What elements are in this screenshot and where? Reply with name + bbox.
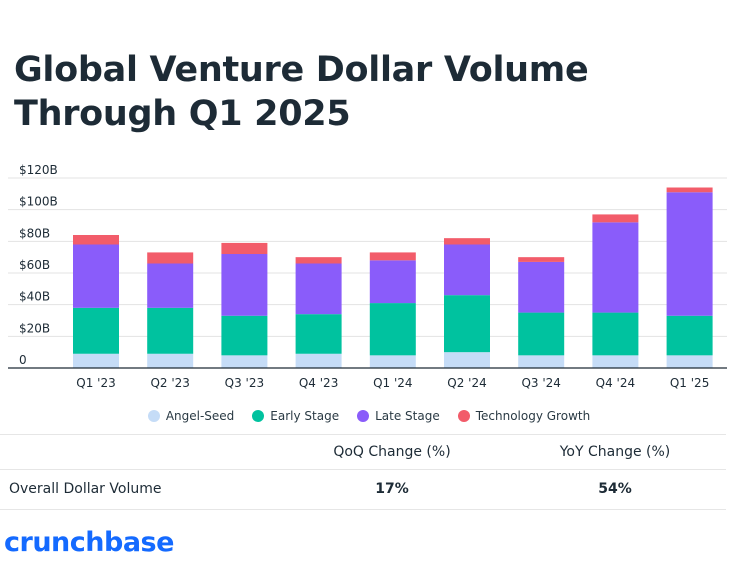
bar-early-stage [147, 307, 194, 354]
bar-early-stage [592, 312, 639, 356]
chart-title: Global Venture Dollar Volume Through Q1 … [14, 50, 589, 134]
bar-technology-growth [444, 238, 490, 245]
legend-label: Technology Growth [475, 409, 591, 423]
stacked-bar-chart: 0 $20B $40B $60B $80B $100B $120B Q1 '23 Q2 '23 Q… [8, 163, 727, 390]
x-tick-label: Q3 '23 [225, 376, 264, 390]
bar-late-stage [295, 263, 342, 315]
legend-item: Late Stage [357, 409, 440, 423]
bar-late-stage [73, 244, 119, 308]
row-label: Overall Dollar Volume [9, 481, 162, 497]
table-row: Overall Dollar Volume 17% 54% [0, 469, 726, 510]
y-tick-label: $20B [19, 321, 50, 335]
bar-early-stage [518, 312, 565, 356]
yoy-value: 54% [598, 481, 632, 497]
bar-technology-growth [73, 235, 119, 245]
bar-late-stage [592, 222, 639, 313]
bar-late-stage [518, 261, 565, 313]
bar-early-stage [221, 315, 268, 356]
x-tick-label: Q3 '24 [521, 376, 560, 390]
legend-swatch [252, 410, 265, 422]
y-tick-label: $40B [19, 290, 50, 304]
bar-technology-growth [147, 252, 194, 264]
bar-technology-growth [295, 257, 342, 264]
x-tick-label: Q2 '24 [447, 376, 486, 390]
bar-late-stage [666, 192, 713, 316]
y-tick-label: $60B [19, 258, 50, 272]
bar-angel-seed [73, 353, 119, 368]
bar-technology-growth [369, 252, 416, 261]
x-tick-label: Q1 '24 [373, 376, 412, 390]
bar-technology-growth [666, 187, 713, 193]
legend-item: Angel-Seed [147, 409, 235, 423]
bar-early-stage [295, 314, 342, 354]
bar-angel-seed [295, 353, 342, 368]
legend-swatch [147, 410, 160, 422]
qoq-value: 17% [375, 481, 409, 497]
bar-angel-seed [369, 355, 416, 368]
y-tick-label: $120B [19, 163, 58, 177]
bar-late-stage [369, 260, 416, 304]
legend-swatch [357, 410, 370, 422]
x-tick-label: Q4 '24 [596, 376, 635, 390]
crunchbase-logo: crunchbase [4, 527, 174, 558]
y-tick-label: $100B [19, 195, 58, 209]
legend-item: Technology Growth [457, 409, 591, 423]
bar-late-stage [444, 244, 490, 296]
bar-angel-seed [518, 355, 565, 368]
bar-angel-seed [592, 355, 639, 368]
legend-item: Early Stage [252, 409, 339, 423]
bar-technology-growth [592, 214, 639, 223]
x-tick-label: Q1 '23 [76, 376, 115, 390]
legend-label: Angel-Seed [165, 409, 235, 423]
qoq-header: QoQ Change (%) [333, 444, 451, 460]
legend-swatch [457, 410, 470, 422]
bar-technology-growth [518, 257, 565, 262]
bar-late-stage [221, 254, 268, 316]
bar-early-stage [666, 315, 713, 356]
bar-early-stage [444, 295, 490, 353]
bar-angel-seed [444, 352, 490, 368]
chart-legend: Angel-Seed Early Stage Late Stage Technolog… [0, 409, 738, 423]
change-table: QoQ Change (%) YoY Change (%) Overall Do… [0, 434, 726, 510]
bar-late-stage [147, 263, 194, 308]
bar-angel-seed [666, 355, 713, 368]
y-tick-label: $80B [19, 226, 50, 240]
bar-angel-seed [147, 353, 194, 368]
x-tick-label: Q4 '23 [299, 376, 338, 390]
x-tick-label: Q2 '23 [150, 376, 189, 390]
bar-early-stage [369, 303, 416, 356]
x-tick-label: Q1 '25 [670, 376, 709, 390]
legend-label: Early Stage [270, 409, 340, 423]
bar-technology-growth [221, 242, 268, 254]
y-tick-label: 0 [19, 353, 27, 367]
table-header-row: QoQ Change (%) YoY Change (%) [0, 434, 726, 469]
bar-angel-seed [221, 355, 268, 368]
bar-early-stage [73, 307, 119, 354]
legend-label: Late Stage [375, 409, 440, 423]
yoy-header: YoY Change (%) [559, 444, 671, 460]
